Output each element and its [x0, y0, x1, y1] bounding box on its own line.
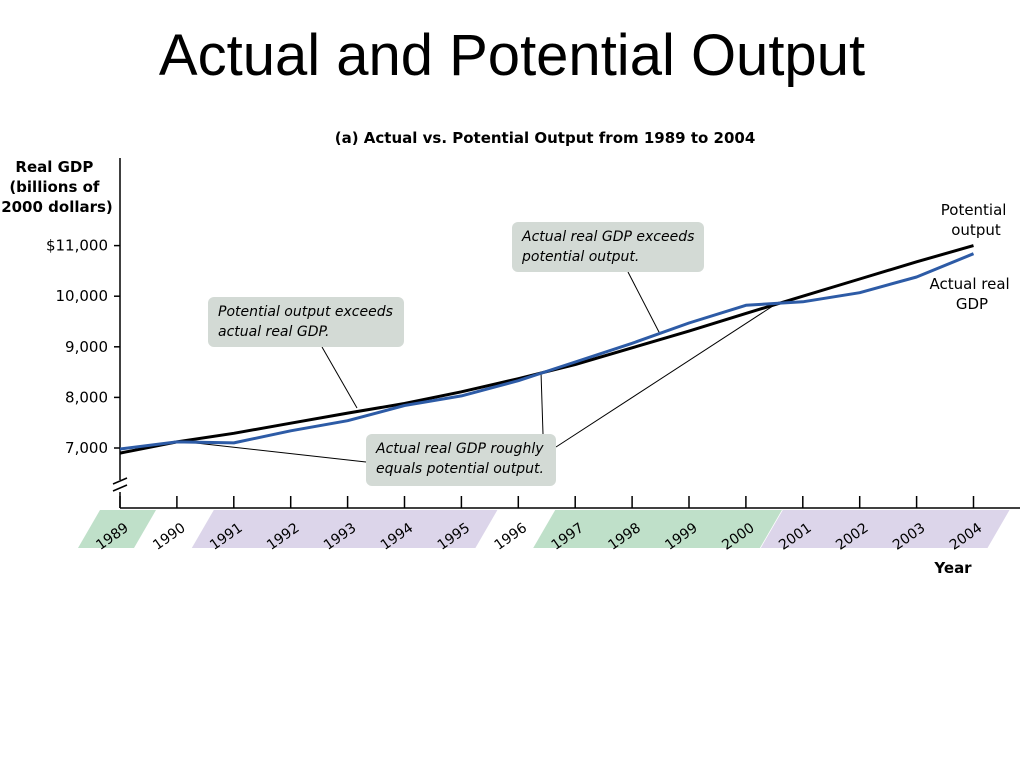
y-axis-title: Real GDP (billions of 2000 dollars): [1, 158, 113, 216]
series-line-actual-gdp: [119, 252, 975, 451]
y-tick-label: 10,000: [56, 287, 109, 305]
annotation-box-2: [512, 222, 704, 272]
annotations: Potential output exceeds actual real GDP.…: [208, 222, 704, 486]
annotation-leader-line: [177, 440, 367, 463]
annotation-box-1: [208, 297, 404, 347]
chart-title: (a) Actual vs. Potential Output from 198…: [335, 129, 756, 147]
annotation-text: Actual real GDP exceeds: [521, 229, 694, 245]
x-axis-title: Year: [933, 559, 972, 577]
annotation-text: potential output.: [521, 249, 639, 265]
annotation-leader-lines: [177, 271, 780, 463]
y-tick-label: 7,000: [65, 439, 108, 457]
annotation-leader-line: [555, 301, 780, 448]
series-label-actual: Actual real GDP: [930, 275, 1015, 313]
y-axis-break-mark-2: [112, 484, 128, 492]
annotation-text: Potential output exceeds: [218, 304, 393, 320]
series-label-actual-line-1: Actual real: [930, 275, 1010, 293]
year-band-0: [78, 510, 156, 548]
y-tick-label: 9,000: [65, 338, 108, 356]
series-line-potential-output: [119, 244, 974, 455]
series-label-potential: Potential output: [941, 201, 1012, 239]
annotation-leader-line: [540, 371, 544, 435]
annotation-text: equals potential output.: [376, 461, 544, 477]
year-band-1: [191, 510, 498, 548]
series-label-actual-line-2: GDP: [956, 295, 988, 313]
x-tick-label: 1990: [150, 520, 188, 554]
year-band-3: [760, 510, 1010, 548]
y-axis-title-line-1: Real GDP: [15, 158, 93, 176]
y-axis-title-line-3: 2000 dollars): [1, 198, 113, 216]
x-tick-label: 1996: [492, 520, 530, 554]
series-label-potential-line-1: Potential: [941, 201, 1007, 219]
y-ticks: 7,000 8,000 9,000 10,000 $11,000: [46, 237, 120, 457]
series-label-potential-line-2: output: [951, 221, 1001, 239]
series-lines: [119, 244, 975, 455]
annotation-leader-line: [321, 346, 358, 409]
y-axis-title-line-2: (billions of: [9, 178, 100, 196]
slide-title: Actual and Potential Output: [158, 23, 866, 88]
y-tick-label: $11,000: [46, 237, 108, 255]
y-tick-label: 8,000: [65, 388, 108, 406]
annotation-text: actual real GDP.: [218, 324, 329, 340]
annotation-box-3: [366, 434, 556, 486]
annotation-text: Actual real GDP roughly: [375, 441, 544, 457]
annotation-leader-line: [627, 271, 661, 335]
y-axis-break-mark-1: [112, 477, 128, 485]
year-band-2: [533, 510, 782, 548]
year-bands: [78, 510, 1010, 548]
